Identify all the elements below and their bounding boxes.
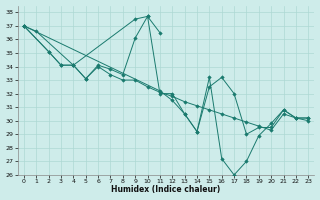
X-axis label: Humidex (Indice chaleur): Humidex (Indice chaleur) [111, 185, 221, 194]
